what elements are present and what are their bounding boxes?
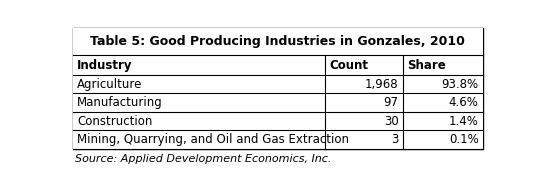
Text: 0.1%: 0.1% [449, 133, 479, 146]
Bar [73, 93, 483, 112]
Text: Count: Count [329, 59, 368, 72]
Text: Agriculture: Agriculture [77, 78, 143, 91]
Text: Mining, Quarrying, and Oil and Gas Extraction: Mining, Quarrying, and Oil and Gas Extra… [77, 133, 349, 146]
Bar [73, 28, 483, 55]
Text: Construction: Construction [77, 115, 152, 128]
Bar [73, 112, 483, 130]
Bar [73, 75, 483, 93]
Bar [73, 130, 483, 149]
Text: 4.6%: 4.6% [449, 96, 479, 109]
Text: 93.8%: 93.8% [441, 78, 479, 91]
Text: Industry: Industry [77, 59, 132, 72]
Bar [73, 28, 483, 149]
Text: 1.4%: 1.4% [449, 115, 479, 128]
Text: 3: 3 [391, 133, 398, 146]
Text: 30: 30 [384, 115, 398, 128]
Text: Manufacturing: Manufacturing [77, 96, 163, 109]
Text: 97: 97 [384, 96, 398, 109]
Text: Source: Applied Development Economics, Inc.: Source: Applied Development Economics, I… [75, 154, 331, 164]
Text: Share: Share [407, 59, 446, 72]
Text: 1,968: 1,968 [365, 78, 398, 91]
Bar [73, 55, 483, 75]
Text: Table 5: Good Producing Industries in Gonzales, 2010: Table 5: Good Producing Industries in Go… [91, 35, 465, 48]
